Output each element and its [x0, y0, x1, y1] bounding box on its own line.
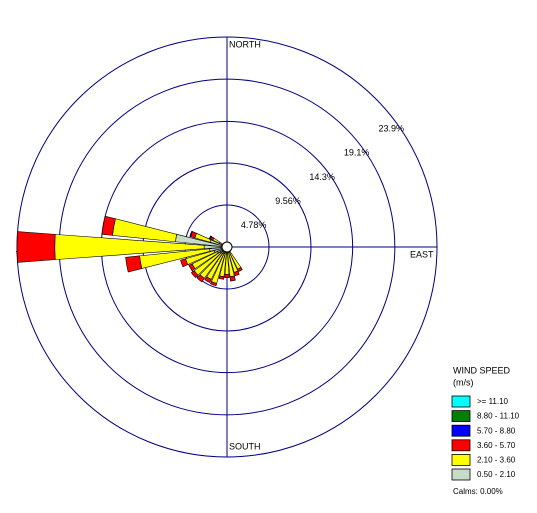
legend-swatch [451, 395, 471, 408]
legend-swatch [451, 439, 471, 452]
petal-segment [224, 273, 230, 279]
petal-segment [188, 263, 196, 272]
legend-label: 3.60 - 5.70 [477, 441, 516, 450]
calms-label: Calms: 0.00% [453, 487, 503, 496]
petal-segment [196, 274, 205, 283]
legend-swatch [451, 424, 471, 437]
petal-segment [218, 275, 225, 280]
petal-segment [101, 215, 116, 236]
legend-label: 8.80 - 11.10 [477, 412, 520, 421]
ring-label: 23.9% [378, 124, 404, 134]
ring-label: 19.1% [344, 148, 370, 158]
petal-segment [112, 218, 178, 243]
legend-title: WIND SPEED [453, 365, 511, 375]
petal-segment [229, 275, 236, 282]
legend-label: 5.70 - 8.80 [477, 426, 516, 435]
legend-swatch [451, 468, 471, 481]
legend-unit: (m/s) [453, 377, 474, 387]
petal-segment [190, 270, 199, 279]
petal-segment [208, 235, 213, 240]
ring-label: 9.56% [275, 196, 301, 206]
compass-label: NORTH [229, 39, 261, 49]
petal-segment [237, 266, 243, 272]
petal-segment [233, 270, 240, 277]
petal-segment [16, 231, 56, 263]
petal-segment [180, 258, 189, 268]
legend-label: 0.50 - 2.10 [477, 470, 516, 479]
compass-label: EAST [410, 249, 434, 259]
legend-label: 2.10 - 3.60 [477, 456, 516, 465]
ring-label: 14.3% [309, 172, 335, 182]
petal-segment [210, 281, 218, 287]
legend-label: >= 11.10 [477, 397, 509, 406]
compass-label: SOUTH [229, 441, 261, 451]
petal-segment [125, 255, 143, 273]
petal-segment [204, 276, 212, 283]
ring-label: 4.78% [241, 220, 267, 230]
petal-segment [189, 230, 193, 238]
legend-swatch [451, 453, 471, 466]
legend-swatch [451, 410, 471, 423]
center-hole [221, 241, 233, 253]
